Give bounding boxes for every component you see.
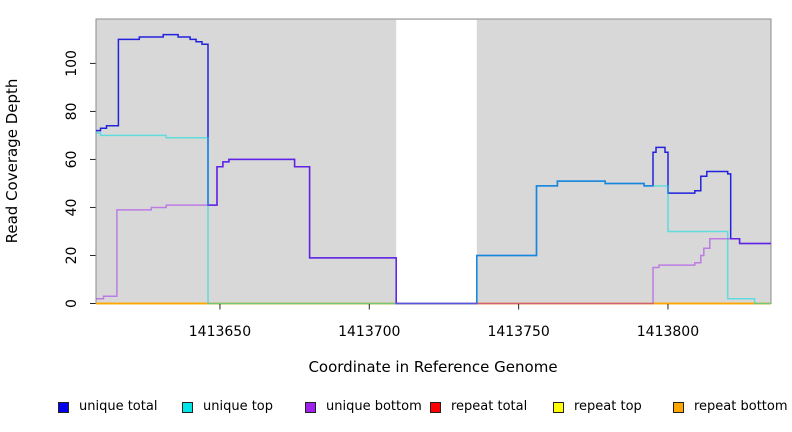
legend-swatch-repeat-total (430, 401, 441, 413)
x-tick-label: 1413800 (637, 324, 699, 340)
x-tick-label: 1413650 (189, 324, 251, 340)
legend: unique total unique top unique bottom repea… (0, 399, 792, 419)
y-tick-label: 20 (64, 247, 80, 265)
axis-layer: 1413650 1413700 1413750 1413800 0 20 40 60 80 100 (64, 50, 699, 340)
x-axis-title: Coordinate in Reference Genome (308, 358, 557, 376)
legend-label: repeat bottom (694, 399, 788, 414)
legend-label: unique top (203, 399, 274, 414)
series-line-unique-top (96, 132, 771, 305)
y-tick-label: 80 (64, 103, 80, 121)
legend-swatch-unique-bottom (305, 401, 316, 413)
legend-label: repeat total (451, 399, 528, 414)
legend-label: unique bottom (326, 399, 422, 414)
legend-item-repeat-bottom: repeat bottom (673, 399, 788, 415)
legend-item-repeat-top: repeat top (553, 399, 642, 415)
masked-region (396, 19, 477, 304)
legend-swatch-unique-top (182, 401, 193, 413)
plot-panel-layer (95, 18, 772, 304)
legend-swatch-repeat-bottom (673, 401, 684, 413)
legend-label: unique total (79, 399, 158, 414)
y-axis-title: Read Coverage Depth (3, 79, 21, 244)
y-tick-label: 60 (64, 151, 80, 169)
series-layer (96, 33, 771, 305)
legend-item-unique-bottom: unique bottom (305, 399, 422, 415)
legend-swatch-unique-total (58, 401, 69, 413)
legend-item-unique-total: unique total (58, 399, 157, 415)
x-tick-label: 1413700 (338, 324, 400, 340)
legend-swatch-repeat-top (553, 401, 564, 413)
legend-item-unique-top: unique top (182, 399, 273, 415)
y-tick-label: 0 (64, 299, 80, 308)
legend-label: repeat top (574, 399, 642, 414)
y-tick-label: 40 (64, 199, 80, 217)
x-tick-label: 1413750 (487, 324, 549, 340)
y-tick-label: 100 (64, 50, 80, 77)
legend-item-repeat-total: repeat total (430, 399, 527, 415)
series-line-unique-bottom (96, 158, 771, 305)
